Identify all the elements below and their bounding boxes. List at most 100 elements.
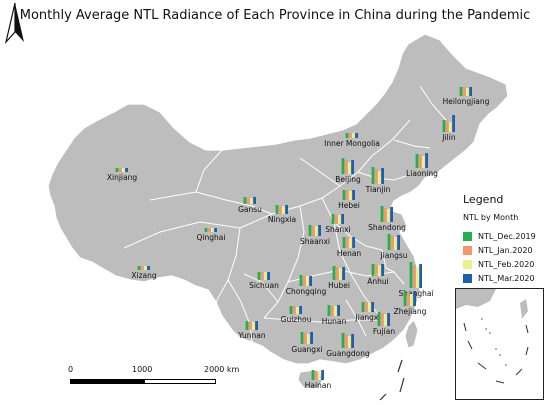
province-label: Inner Mongolia bbox=[324, 139, 380, 148]
ntl-bar-mar-2020 bbox=[413, 291, 416, 306]
ntl-bar-feb-2020 bbox=[338, 215, 341, 224]
province-label: Hunan bbox=[322, 317, 347, 326]
ntl-bar-dec-2019 bbox=[308, 225, 312, 236]
legend-swatch bbox=[463, 245, 472, 255]
ntl-bar-dec-2019 bbox=[345, 133, 349, 138]
ntl-bar-feb-2020 bbox=[348, 162, 351, 174]
ntl-bar-mar-2020 bbox=[125, 168, 128, 172]
mainland-china-shape bbox=[47, 33, 509, 365]
ntl-bar-dec-2019 bbox=[415, 154, 419, 168]
ntl-bar-mar-2020 bbox=[309, 276, 312, 286]
province-chongqing: Chongqing bbox=[286, 275, 327, 296]
ntl-bar-mar-2020 bbox=[341, 214, 344, 224]
legend-label: NTL_Mar.2020 bbox=[478, 273, 535, 283]
ntl-bar-feb-2020 bbox=[296, 307, 299, 314]
province-liaoning: Liaoning bbox=[406, 153, 438, 178]
ntl-bar-feb-2020 bbox=[315, 226, 318, 236]
province-ningxia: Ningxia bbox=[268, 205, 296, 224]
ntl-bar-mar-2020 bbox=[397, 235, 400, 250]
ntl-bar-feb-2020 bbox=[368, 303, 371, 312]
province-label: Guangxi bbox=[291, 345, 322, 354]
province-beijing: Beijing bbox=[335, 158, 361, 184]
ntl-bar-jan-2020 bbox=[418, 155, 422, 168]
ntl-bar-mar-2020 bbox=[310, 332, 313, 344]
province-xinjiang: Xinjiang bbox=[107, 168, 137, 182]
ntl-bar-jan-2020 bbox=[140, 266, 144, 270]
province-label: Liaoning bbox=[406, 169, 438, 178]
ntl-bar-jan-2020 bbox=[383, 208, 387, 222]
ntl-bar-mar-2020 bbox=[342, 267, 345, 280]
province-label: Hubei bbox=[328, 281, 350, 290]
ntl-bar-feb-2020 bbox=[282, 206, 285, 214]
province-label: Shandong bbox=[368, 223, 406, 232]
ntl-bar-jan-2020 bbox=[118, 168, 122, 172]
legend-item-feb-2020: NTL_Feb.2020 bbox=[463, 258, 534, 270]
province-label: Ningxia bbox=[268, 215, 296, 224]
province-label: Xizang bbox=[131, 271, 157, 280]
province-bar-charts: Heilongjiang Jilin Liaoning Inner Mongolia X… bbox=[107, 87, 490, 390]
province-hunan: Hunan bbox=[322, 305, 347, 326]
ntl-bar-dec-2019 bbox=[204, 228, 208, 232]
ntl-bar-mar-2020 bbox=[337, 305, 340, 316]
ntl-bar-jan-2020 bbox=[345, 190, 349, 200]
ntl-bar-dec-2019 bbox=[459, 87, 463, 96]
province-guangxi: Guangxi bbox=[291, 332, 323, 354]
ntl-bar-dec-2019 bbox=[341, 333, 345, 348]
ntl-bar-jan-2020 bbox=[380, 313, 384, 326]
province-borders bbox=[123, 85, 447, 343]
ntl-bar-dec-2019 bbox=[311, 370, 315, 380]
ntl-bar-dec-2019 bbox=[137, 266, 141, 270]
province-shaanxi: Shaanxi bbox=[300, 225, 330, 246]
map-title: Monthly Average NTL Radiance of Each Pro… bbox=[19, 8, 531, 23]
ntl-bar-feb-2020 bbox=[264, 272, 267, 280]
ntl-bar-dec-2019 bbox=[342, 237, 346, 248]
ntl-bar-feb-2020 bbox=[394, 237, 397, 250]
ntl-bar-dec-2019 bbox=[342, 190, 346, 200]
ntl-bar-mar-2020 bbox=[425, 153, 428, 168]
ntl-bar-feb-2020 bbox=[339, 268, 342, 280]
ntl-bar-jan-2020 bbox=[374, 265, 378, 276]
province-label: Fujian bbox=[373, 327, 395, 336]
ntl-bar-mar-2020 bbox=[214, 228, 217, 232]
ntl-bar-dec-2019 bbox=[257, 272, 261, 280]
ntl-bar-jan-2020 bbox=[390, 236, 394, 250]
ntl-bar-dec-2019 bbox=[331, 214, 335, 224]
north-arrow-icon bbox=[4, 2, 24, 44]
ntl-bar-mar-2020 bbox=[285, 205, 288, 214]
ntl-bar-jan-2020 bbox=[406, 293, 410, 306]
ntl-bar-mar-2020 bbox=[371, 302, 374, 312]
ntl-bar-mar-2020 bbox=[299, 306, 302, 314]
ntl-bar-mar-2020 bbox=[352, 190, 355, 200]
legend-swatch bbox=[463, 259, 472, 269]
province-label: Yunnan bbox=[237, 331, 266, 340]
ntl-bar-mar-2020 bbox=[253, 197, 256, 204]
province-label: Tianjin bbox=[365, 185, 391, 194]
ntl-bar-mar-2020 bbox=[267, 272, 270, 280]
province-shandong: Shandong bbox=[368, 206, 406, 232]
ntl-bar-jan-2020 bbox=[278, 206, 282, 214]
legend-item-dec-2019: NTL_Dec.2019 bbox=[463, 230, 536, 242]
ntl-bar-dec-2019 bbox=[442, 120, 446, 132]
province-jilin: Jilin bbox=[441, 115, 456, 142]
province-label: Xinjiang bbox=[107, 173, 137, 182]
province-label: Chongqing bbox=[286, 287, 327, 296]
province-label: Jiangsu bbox=[379, 251, 407, 260]
ntl-bar-mar-2020 bbox=[355, 133, 358, 138]
ntl-bar-jan-2020 bbox=[344, 160, 348, 174]
ntl-bar-mar-2020 bbox=[351, 160, 354, 174]
ntl-bar-jan-2020 bbox=[330, 306, 334, 316]
province-henan: Henan bbox=[337, 237, 361, 258]
ntl-bar-mar-2020 bbox=[387, 313, 390, 326]
ntl-bar-jan-2020 bbox=[311, 226, 315, 236]
province-label: Jilin bbox=[441, 133, 455, 142]
province-jiangxi: Jiangxi bbox=[355, 302, 380, 322]
ntl-bar-mar-2020 bbox=[147, 266, 150, 270]
ntl-bar-feb-2020 bbox=[334, 306, 337, 316]
province-label: Heilongjiang bbox=[443, 97, 490, 106]
ntl-bar-jan-2020 bbox=[260, 272, 264, 280]
ntl-bar-mar-2020 bbox=[381, 168, 384, 184]
ntl-bar-jan-2020 bbox=[303, 333, 307, 344]
scale-label-2000: 2000 km bbox=[204, 365, 240, 374]
province-inner-mongolia: Inner Mongolia bbox=[324, 133, 380, 148]
ntl-bar-mar-2020 bbox=[452, 115, 455, 132]
